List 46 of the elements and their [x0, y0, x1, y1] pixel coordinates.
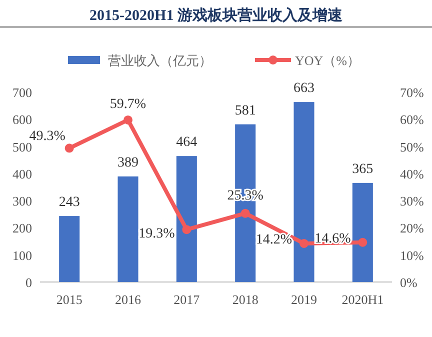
bar [352, 182, 373, 282]
bar [118, 176, 138, 282]
data-label: 389 [118, 155, 138, 170]
legend-label: 营业收入（亿元） [108, 53, 212, 68]
y-tick-label: 0 [26, 275, 32, 290]
x-tick-label: 2016 [115, 292, 142, 307]
data-label: 365 [352, 162, 374, 177]
data-label: 581 [234, 103, 256, 118]
data-label: 19.3% [138, 226, 176, 242]
y-tick-label: 400 [12, 166, 32, 182]
y2-tick-label: 60% [400, 112, 424, 128]
bar [294, 102, 314, 282]
point [358, 238, 368, 247]
y2-tick-label: 50% [400, 139, 424, 154]
x-tick-label: 2020H1 [342, 292, 384, 307]
y-tick-label: 200 [12, 220, 32, 236]
y-tick-label: 700 [12, 85, 32, 100]
x-tick-label: 2015 [56, 292, 82, 307]
legend-label: YOY（%） [295, 53, 360, 68]
x-tick-label: 2019 [291, 292, 317, 307]
point [182, 225, 192, 234]
point [124, 115, 132, 124]
data-label: 464 [176, 135, 198, 150]
data-label: 243 [58, 195, 80, 210]
bar [59, 216, 80, 282]
data-label: 663 [294, 81, 314, 96]
point [300, 238, 308, 248]
point [64, 144, 74, 153]
y-tick-label: 600 [12, 112, 32, 128]
y2-tick-label: 70% [400, 85, 424, 100]
y-tick-label: 300 [12, 194, 32, 209]
y2-tick-label: 0% [400, 275, 418, 290]
x-tick-label: 2017 [174, 292, 200, 307]
data-label: 49.3% [29, 129, 66, 144]
point [240, 208, 250, 218]
bar [176, 156, 197, 282]
x-tick-label: 2018 [232, 292, 258, 307]
y2-tick-label: 30% [400, 194, 424, 209]
y2-tick-label: 10% [400, 248, 424, 263]
y2-tick-label: 20% [400, 220, 424, 236]
y-tick-label: 100 [12, 248, 32, 263]
data-label: 59.7% [110, 96, 146, 112]
y2-tick-label: 40% [400, 166, 424, 182]
chart-title: 2015-2020H1 游戏板块营业收入及增速 [90, 7, 344, 24]
y-tick-label: 500 [12, 139, 32, 154]
data-label: 14.2% [256, 232, 292, 248]
